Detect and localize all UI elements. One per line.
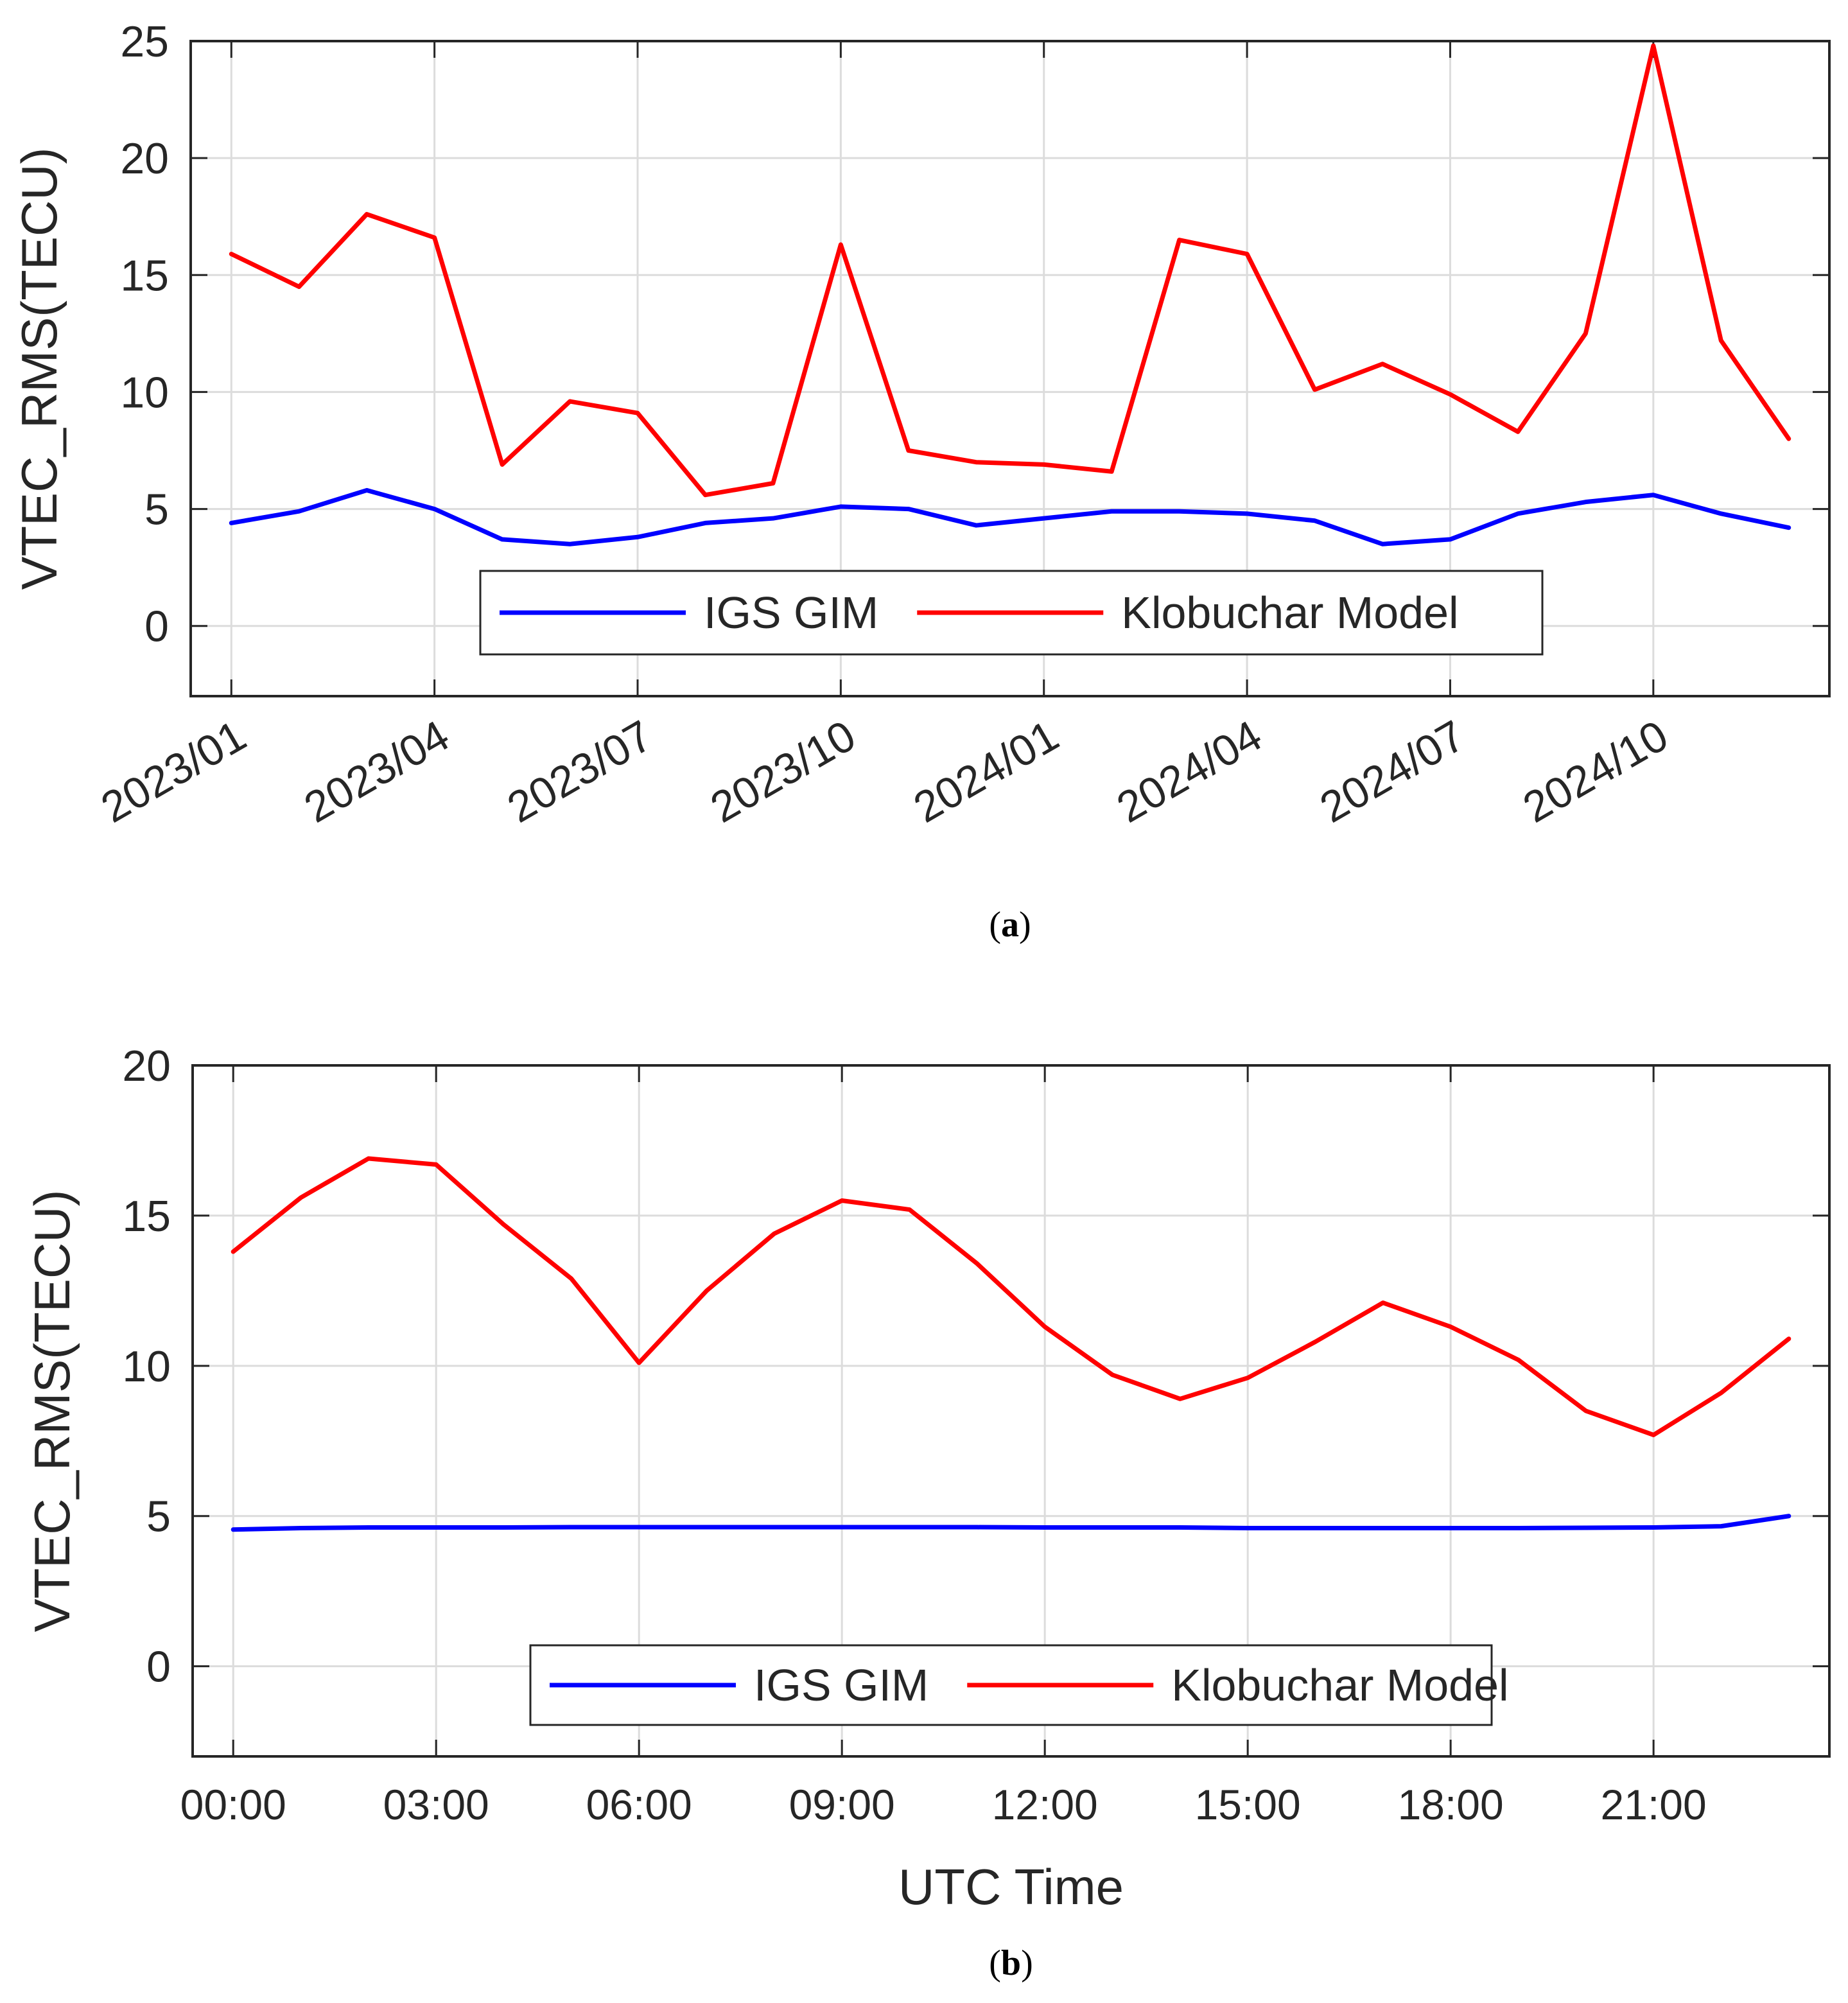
caption-paren: ( — [989, 905, 1001, 945]
caption-paren: ( — [989, 1943, 1001, 1983]
x-tick-label: 2023/01 — [93, 711, 254, 832]
legend-label: Klobuchar Model — [1171, 1660, 1508, 1710]
y-tick-label: 10 — [120, 368, 169, 417]
chart-panel-b: 0 5 10 15 20 00:00 03:00 06:00 09:00 12:00 15:00 18… — [24, 1042, 1831, 1983]
y-tick-label: 0 — [144, 602, 169, 651]
y-tick-label: 0 — [146, 1643, 171, 1692]
caption-letter: a — [1001, 905, 1019, 945]
x-tick-label: 2023/07 — [500, 711, 661, 832]
y-tick-label: 15 — [122, 1192, 171, 1241]
chart-panel-a: 0 5 10 15 20 25 2023/01 2023/04 2023/07 2023/10 20… — [11, 17, 1831, 945]
caption-paren: ) — [1021, 1943, 1033, 1983]
x-tick-label: 03:00 — [383, 1781, 489, 1828]
x-axis-label: UTC Time — [898, 1859, 1124, 1915]
y-axis-label: VTEC_RMS(TECU) — [24, 1189, 80, 1632]
caption-paren: ) — [1019, 905, 1031, 945]
y-tick-label: 15 — [120, 251, 169, 300]
y-tick-label: 20 — [122, 1042, 171, 1090]
series-line-igs-gim — [229, 487, 1791, 547]
x-tick-label: 2024/01 — [905, 711, 1067, 832]
x-tick-label: 2024/10 — [1515, 711, 1676, 832]
y-tick-label: 25 — [120, 17, 169, 66]
x-tick-label: 12:00 — [992, 1781, 1098, 1828]
series-line-klobuchar-model — [231, 1156, 1791, 1437]
x-tick-label: 2024/07 — [1312, 711, 1473, 832]
caption-letter: b — [1001, 1943, 1021, 1983]
x-tick-label: 00:00 — [180, 1781, 286, 1828]
series-line-klobuchar-model — [229, 43, 1791, 498]
x-tick-label: 06:00 — [586, 1781, 692, 1828]
y-tick-label: 5 — [144, 485, 169, 534]
panel-caption: (b) — [989, 1943, 1033, 1983]
axes-box — [189, 40, 1831, 697]
legend-label: IGS GIM — [754, 1660, 928, 1710]
x-tick-label: 09:00 — [789, 1781, 895, 1828]
axes-box — [191, 1064, 1831, 1758]
panel-caption: (a) — [989, 905, 1031, 945]
x-tick-label: 21:00 — [1601, 1781, 1707, 1828]
x-tick-label: 15:00 — [1195, 1781, 1301, 1828]
x-tick-label: 2023/04 — [296, 711, 457, 832]
legend-label: IGS GIM — [704, 588, 878, 638]
y-axis-label: VTEC_RMS(TECU) — [11, 147, 67, 590]
x-tick-label: 2024/04 — [1109, 711, 1270, 832]
y-tick-label: 10 — [122, 1342, 171, 1391]
legend-label: Klobuchar Model — [1121, 588, 1458, 638]
series-line-igs-gim — [231, 1514, 1791, 1532]
x-tick-label: 18:00 — [1398, 1781, 1504, 1828]
x-tick-label: 2023/10 — [702, 711, 864, 832]
y-tick-label: 20 — [120, 134, 169, 183]
y-tick-label: 5 — [146, 1492, 171, 1541]
